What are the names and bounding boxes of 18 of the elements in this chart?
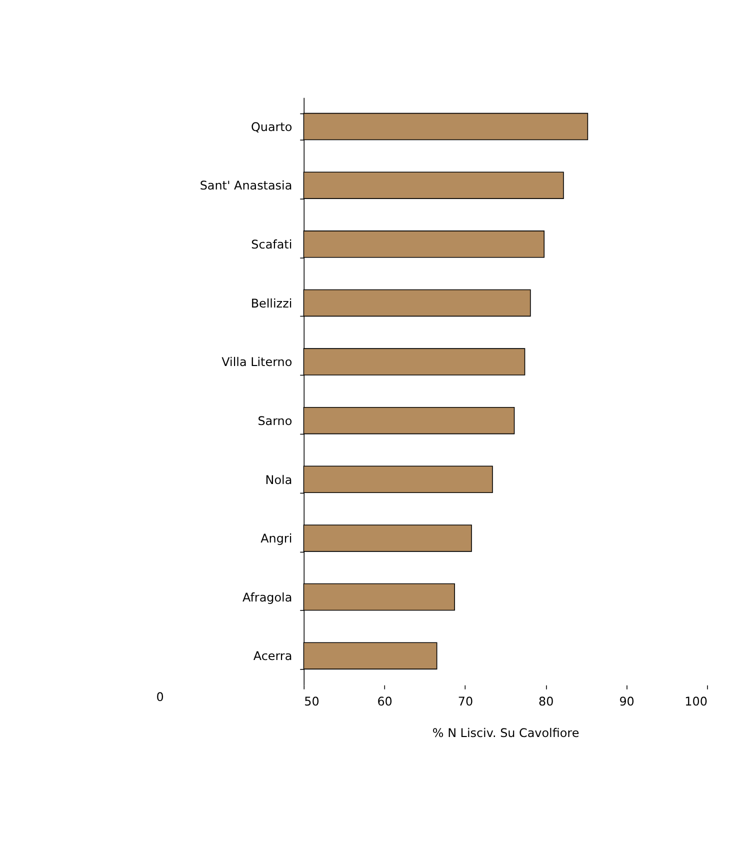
x-tick-label: 60 — [377, 694, 392, 708]
y-tick-label: Villa Literno — [222, 355, 292, 370]
y-tick-label: Scafati — [251, 238, 292, 252]
text: 0 — [156, 690, 164, 704]
x-tick-label: 50 — [304, 694, 320, 708]
y-tick-label: Afragola — [242, 590, 292, 604]
x-tick-label: 80 — [538, 694, 554, 708]
x-tick-label: 90 — [619, 694, 634, 708]
y-tick-label: Nola — [265, 472, 292, 487]
y-tick-label: Bellizzi — [250, 296, 292, 310]
x-axis-title: % N Lisciv. Su Cavolfiore — [432, 726, 580, 740]
y-tick-label: Acerra — [253, 649, 292, 664]
y-tick-label: Sant' Anastasia — [200, 178, 292, 193]
y-tick-label: Sarno — [258, 414, 292, 428]
x-tick-label: 100 — [684, 694, 708, 708]
y-tick-label: Quarto — [250, 120, 292, 134]
x-tick-label: 70 — [458, 694, 474, 708]
y-tick-label: Angri — [260, 532, 292, 546]
